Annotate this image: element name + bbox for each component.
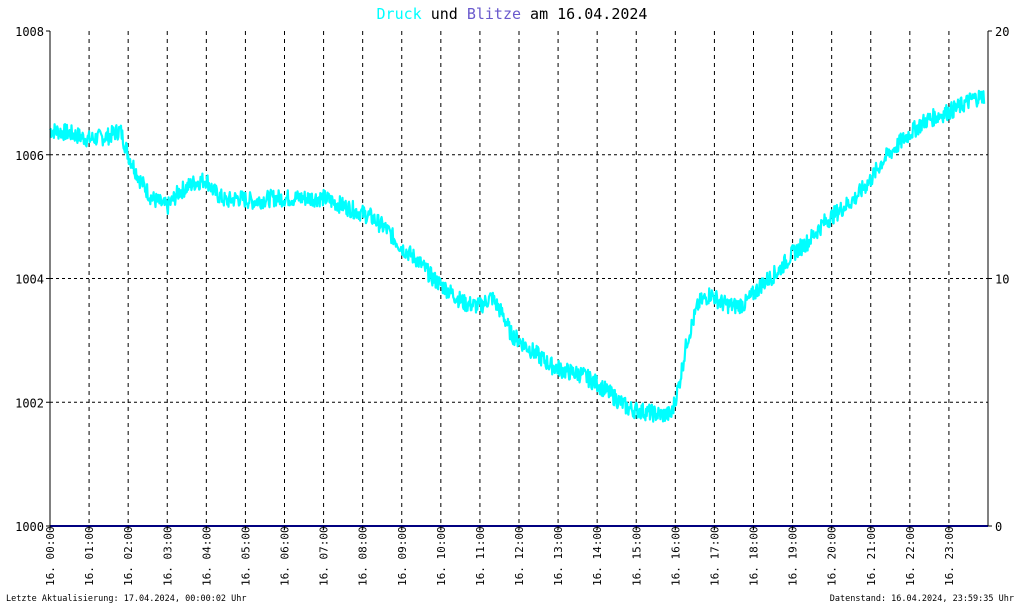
x-tick-label: 16. 11:00 [474,526,487,586]
x-tick-label: 16. 00:00 [44,526,57,586]
x-tick-label: 16. 04:00 [200,526,213,586]
x-tick-label: 16. 05:00 [239,526,252,586]
x-tick-label: 16. 14:00 [591,526,604,586]
x-tick-label: 16. 21:00 [865,526,878,586]
y-right-tick-label: 0 [995,520,1002,534]
x-tick-label: 16. 01:00 [83,526,96,586]
x-tick-label: 16. 06:00 [279,526,292,586]
x-tick-label: 16. 02:00 [122,526,135,586]
x-tick-label: 16. 03:00 [161,526,174,586]
y-left-tick-label: 1004 [15,273,44,287]
title-druck: Druck [377,5,422,23]
y-axis-left: 1000 1002 1004 1006 1008 [15,25,50,534]
x-tick-label: 16. 15:00 [630,526,643,586]
title-und: und [422,5,467,23]
x-axis-ticks: 16. 00:00 16. 01:00 16. 02:00 16. 03:00 16. … [44,526,956,586]
grid [50,31,988,526]
y-left-tick-label: 1006 [15,149,44,163]
y-left-tick-label: 1002 [15,396,44,410]
x-tick-label: 16. 09:00 [396,526,409,586]
chart-title: Druck und Blitze am 16.04.2024 [377,5,648,23]
x-tick-label: 16. 12:00 [513,526,526,586]
series-line-druck [49,89,986,423]
x-tick-label: 16. 10:00 [435,526,448,586]
x-tick-label: 16. 16:00 [669,526,682,586]
y-right-tick-label: 10 [995,273,1009,287]
y-left-tick-label: 1000 [15,520,44,534]
y-left-tick-label: 1008 [15,25,44,39]
x-tick-label: 16. 08:00 [357,526,370,586]
y-axis-right: 0 10 20 [988,25,1009,534]
x-tick-label: 16. 18:00 [748,526,761,586]
title-blitze: Blitze [467,5,521,23]
x-tick-label: 16. 19:00 [787,526,800,586]
x-tick-label: 16. 22:00 [904,526,917,586]
x-tick-label: 16. 07:00 [318,526,331,586]
y-right-tick-label: 20 [995,25,1009,39]
svg-text:Druck und Blitze am 16.04.2024: Druck und Blitze am 16.04.2024 [377,5,648,23]
x-tick-label: 16. 17:00 [708,526,721,586]
x-tick-label: 16. 13:00 [552,526,565,586]
x-tick-label: 16. 23:00 [943,526,956,586]
footer-data-state: Datenstand: 16.04.2024, 23:59:35 Uhr [830,594,1014,604]
footer-last-update: Letzte Aktualisierung: 17.04.2024, 00:00… [6,594,247,604]
title-date: am 16.04.2024 [521,5,647,23]
x-tick-label: 16. 20:00 [826,526,839,586]
